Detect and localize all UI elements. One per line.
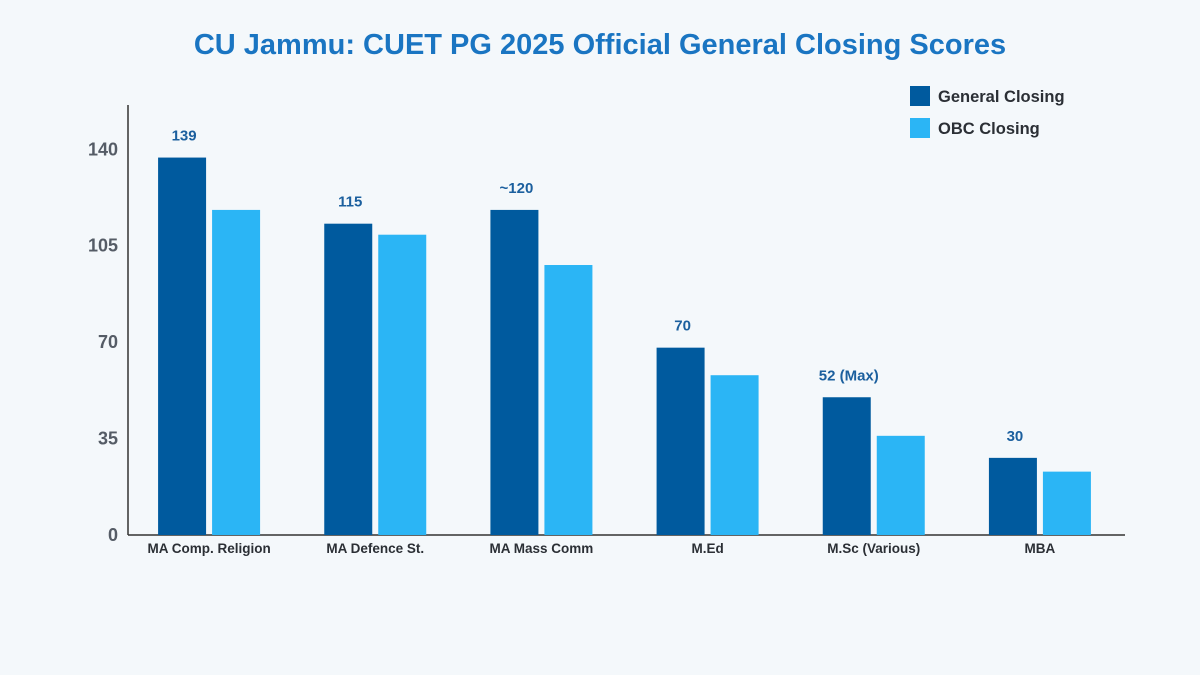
legend-label: OBC Closing	[938, 120, 1040, 138]
data-label: ~120	[500, 180, 534, 197]
y-tick-label: 35	[98, 429, 118, 449]
chart-legend: General Closing OBC Closing	[910, 86, 1065, 138]
chart-data-labels: 139 115 ~120 70 52 (Max) 30	[172, 128, 1024, 445]
bar-obc-closing	[212, 209, 261, 535]
chart-title: CU Jammu: CUET PG 2025 Official General …	[194, 29, 1006, 61]
y-tick-label: 105	[88, 236, 118, 256]
data-label: 30	[1007, 428, 1024, 445]
x-tick-label: M.Sc (Various)	[827, 541, 920, 556]
bar-general-closing	[988, 457, 1037, 535]
bar-obc-closing	[1042, 471, 1091, 535]
bar-obc-closing	[710, 375, 759, 535]
data-label: 70	[674, 318, 691, 335]
bar-obc-closing	[544, 265, 593, 535]
legend-swatch	[910, 86, 930, 106]
bar-obc-closing	[378, 234, 427, 535]
y-tick-label: 70	[98, 332, 118, 352]
bar-general-closing	[324, 223, 373, 535]
y-tick-label: 140	[88, 139, 118, 159]
bar-obc-closing	[876, 435, 925, 535]
y-tick-label: 0	[108, 525, 118, 545]
chart-bars	[158, 157, 1091, 535]
x-tick-label: MBA	[1025, 541, 1056, 556]
bar-general-closing	[490, 209, 539, 535]
x-tick-label: M.Ed	[691, 541, 723, 556]
x-tick-label: MA Comp. Religion	[147, 541, 270, 556]
data-label: 115	[338, 194, 362, 211]
legend-swatch	[910, 118, 930, 138]
x-tick-label: MA Mass Comm	[490, 541, 594, 556]
legend-label: General Closing	[938, 88, 1065, 106]
chart-axes: 0 35 70 105 140 MA Comp. Religion MA Defence S…	[88, 105, 1125, 556]
bar-general-closing	[822, 397, 871, 535]
bar-general-closing	[158, 157, 207, 535]
data-label: 139	[172, 128, 197, 145]
bar-general-closing	[656, 347, 705, 535]
data-label: 52 (Max)	[819, 367, 879, 384]
x-tick-label: MA Defence St.	[326, 541, 424, 556]
